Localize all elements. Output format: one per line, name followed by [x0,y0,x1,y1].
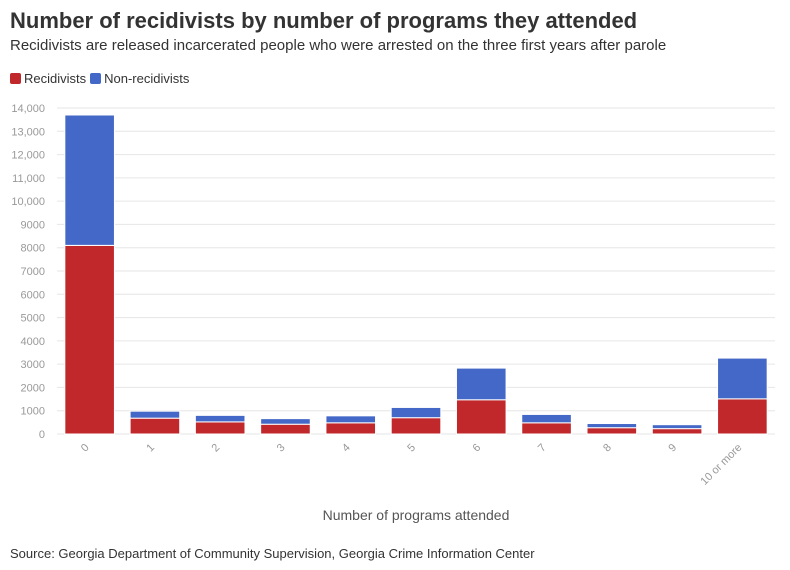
y-tick-label: 4000 [21,336,45,348]
bar-non-recidivists [194,414,246,423]
x-tick-label: 3 [275,442,288,455]
bar-chart: 0 1000 2000 3000 4000 5000 6000 7000 8000 9000 10,… [11,103,775,523]
bar-non-recidivists [521,413,572,424]
y-tick-label: 9000 [21,219,45,231]
x-tick-label: 0 [79,442,92,455]
x-tick-label: 10 or more [698,442,744,488]
legend-item-recidivists[interactable]: Recidivists [10,71,86,86]
y-tick-label: 5000 [21,313,45,325]
y-tick-label: 8000 [21,243,45,255]
x-tick-label: 1 [144,442,157,455]
y-tick-label: 6000 [21,289,45,301]
legend-swatch-recidivists [10,73,21,84]
y-tick-label: 7000 [21,266,45,278]
y-tick-label: 11,000 [12,173,45,185]
bar-recidivists [586,427,638,435]
y-tick-label: 3000 [21,359,45,371]
y-tick-label: 0 [39,429,45,441]
legend-label-non-recidivists: Non-recidivists [104,71,190,86]
x-tick-label: 7 [536,442,549,455]
y-tick-label: 13,000 [11,126,45,138]
x-tick-label: 4 [340,442,353,455]
bar-recidivists [129,417,181,435]
bar-recidivists [194,421,246,435]
source-note: Source: Georgia Department of Community … [10,546,535,561]
bar-non-recidivists [129,410,181,419]
x-tick-label: 9 [666,442,679,455]
bar-recidivists [325,422,377,435]
chart-subtitle: Recidivists are released incarcerated pe… [10,37,667,54]
legend-item-non-recidivists[interactable]: Non-recidivists [90,71,189,86]
y-tick-label: 14,000 [11,103,45,115]
legend-swatch-non-recidivists [90,73,102,84]
x-tick-label: 6 [471,442,484,455]
bar-recidivists [521,422,572,435]
bar-non-recidivists [325,415,377,424]
x-tick-label: 8 [601,442,614,455]
bar-non-recidivists [64,114,115,246]
y-tick-label: 12,000 [11,150,45,162]
x-tick-label: 2 [209,442,222,455]
x-axis-title: Number of programs attended [323,507,510,523]
bar-recidivists [390,417,442,435]
bar-recidivists [455,399,507,435]
bar-non-recidivists [455,367,507,401]
bar-non-recidivists [651,424,703,430]
bar-recidivists [651,428,703,435]
chart-title: Number of recidivists by number of progr… [10,8,638,33]
legend: Recidivists Non-recidivists [10,71,193,86]
x-tick-label: 5 [405,442,418,455]
y-tick-label: 2000 [21,382,45,394]
bar-non-recidivists [586,423,638,429]
y-tick-label: 10,000 [11,196,45,208]
bar-recidivists [64,244,115,435]
bar-recidivists [717,398,768,435]
y-tick-label: 1000 [21,406,45,418]
bar-non-recidivists [390,406,442,419]
bar-recidivists [260,423,311,435]
bar-non-recidivists [717,357,768,400]
bar-non-recidivists [260,418,311,425]
legend-label-recidivists: Recidivists [24,71,87,86]
